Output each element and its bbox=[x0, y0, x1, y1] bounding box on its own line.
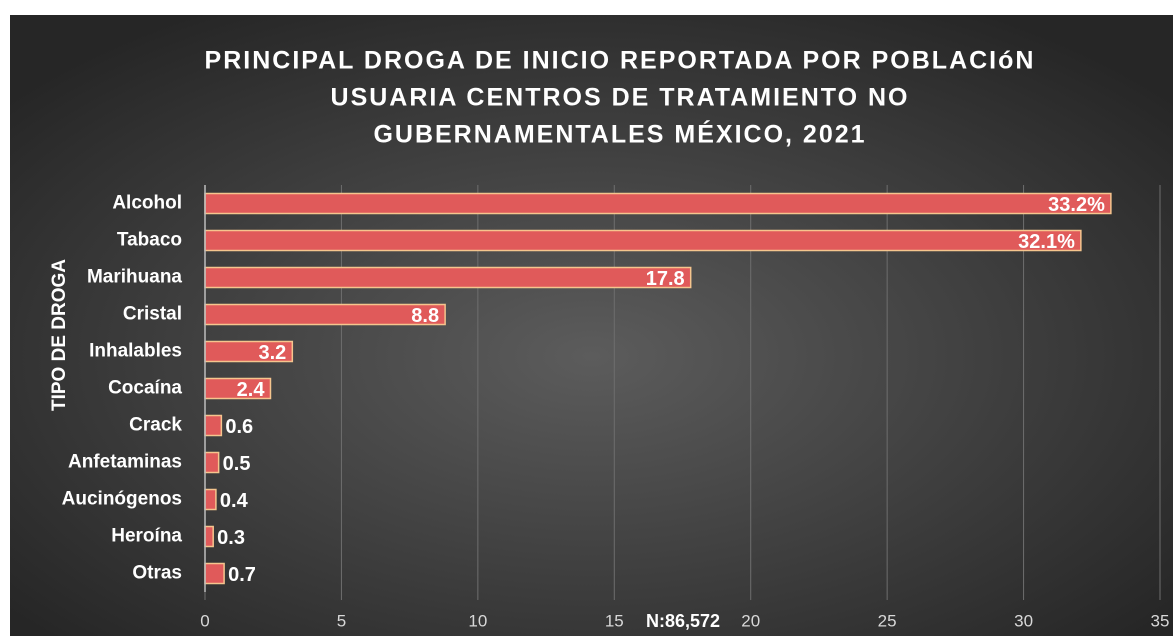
bar bbox=[204, 229, 1082, 252]
value-label: 0.7 bbox=[228, 564, 256, 586]
x-tick-label: 25 bbox=[878, 611, 897, 630]
bar bbox=[204, 192, 1112, 215]
x-tick-label: 20 bbox=[741, 611, 760, 630]
y-tick-label: Alcohol bbox=[112, 193, 182, 214]
annotation: N:86,572 bbox=[646, 611, 720, 631]
y-tick-label: Inhalables bbox=[89, 341, 182, 362]
bar bbox=[204, 303, 446, 326]
x-tick-label: 0 bbox=[200, 611, 209, 630]
value-label: 0.6 bbox=[225, 416, 253, 438]
value-label: 32.1% bbox=[1018, 231, 1075, 253]
x-tick-label: 10 bbox=[468, 611, 487, 630]
chart-title: PRINCIPAL DROGA DE INICIO REPORTADA POR … bbox=[205, 47, 1036, 75]
y-tick-label: Cocaína bbox=[108, 378, 182, 399]
bar bbox=[204, 266, 692, 289]
value-label: 0.5 bbox=[223, 453, 251, 475]
x-tick-label: 5 bbox=[337, 611, 346, 630]
x-tick-label: 35 bbox=[1151, 611, 1170, 630]
value-label: 17.8 bbox=[646, 268, 685, 290]
y-tick-label: Otras bbox=[132, 563, 182, 584]
y-tick-label: Crack bbox=[129, 415, 182, 436]
bar bbox=[204, 562, 225, 585]
chart-title: GUBERNAMENTALES MÉXICO, 2021 bbox=[373, 120, 866, 149]
y-tick-label: Tabaco bbox=[117, 230, 182, 251]
x-tick-label: 15 bbox=[605, 611, 624, 630]
y-tick-label: Aucinógenos bbox=[62, 489, 182, 510]
y-tick-label: Anfetaminas bbox=[68, 452, 182, 473]
y-axis-label: TIPO DE DROGA bbox=[49, 259, 70, 411]
value-label: 2.4 bbox=[237, 379, 266, 401]
chart-title: USUARIA CENTROS DE TRATAMIENTO NO bbox=[331, 84, 910, 112]
value-label: 0.3 bbox=[217, 527, 245, 549]
y-tick-label: Marihuana bbox=[87, 267, 182, 288]
y-tick-label: Heroína bbox=[111, 526, 182, 547]
value-label: 0.4 bbox=[220, 490, 249, 512]
x-tick-label: 30 bbox=[1014, 611, 1033, 630]
bar bbox=[204, 451, 220, 474]
value-label: 8.8 bbox=[411, 305, 439, 327]
value-label: 3.2 bbox=[259, 342, 287, 364]
background bbox=[10, 15, 1173, 636]
bar bbox=[204, 488, 217, 511]
value-label: 33.2% bbox=[1048, 194, 1105, 216]
bar bbox=[204, 414, 223, 437]
y-tick-label: Cristal bbox=[123, 304, 182, 325]
bar bbox=[204, 525, 214, 548]
